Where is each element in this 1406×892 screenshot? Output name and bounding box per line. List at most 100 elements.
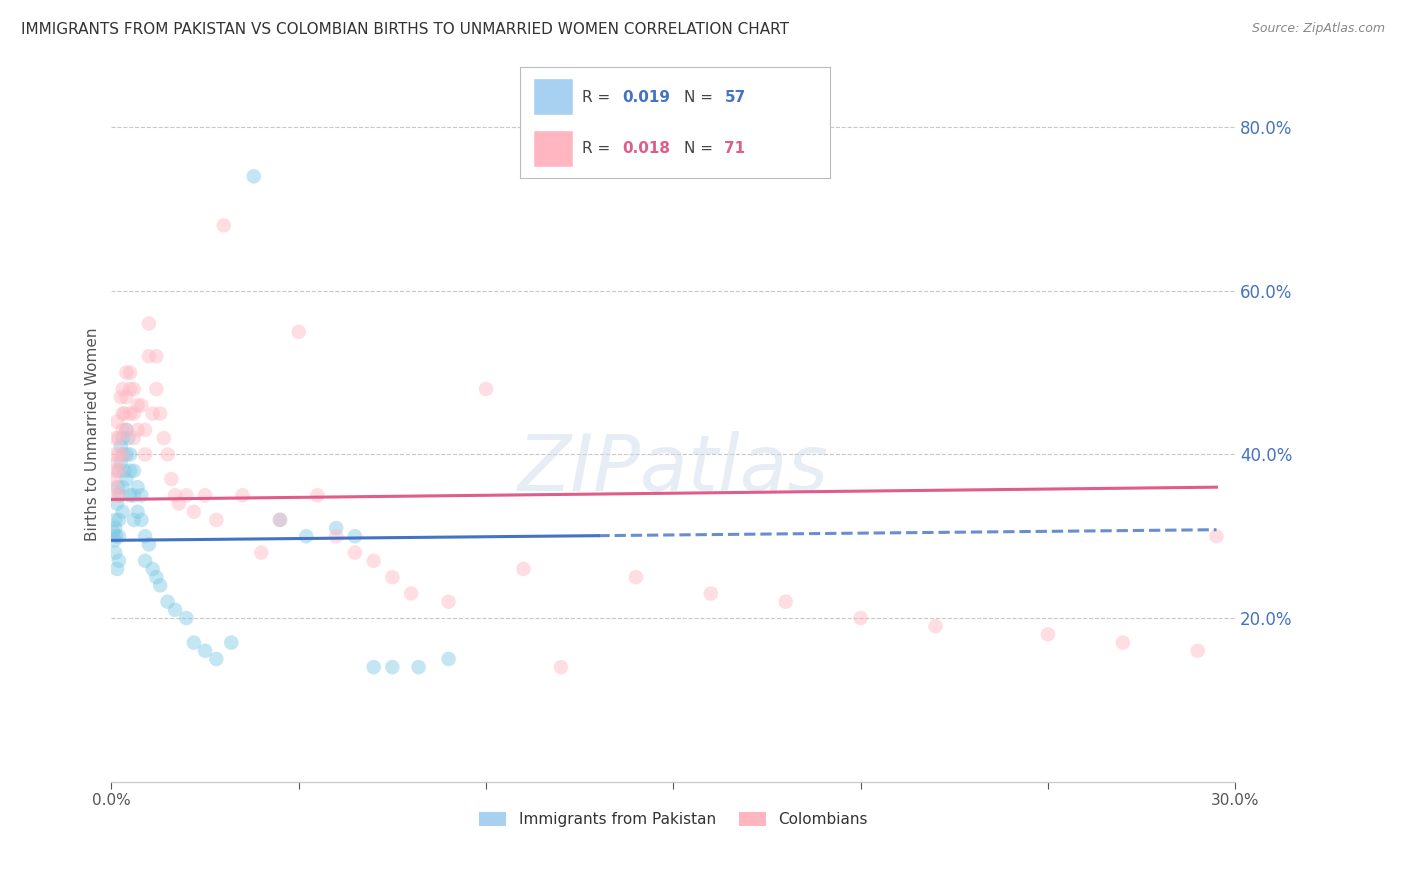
Point [103, 488, 125, 502]
Point [343, 546, 366, 560]
Point [399, 586, 422, 600]
Point [110, 456, 132, 470]
Point [104, 464, 127, 478]
Point [156, 595, 179, 609]
Bar [533, 130, 572, 168]
Text: 57: 57 [724, 89, 745, 104]
Point [138, 349, 160, 363]
Point [115, 423, 138, 437]
Point [1205, 529, 1227, 543]
Point [145, 382, 167, 396]
Point [120, 447, 142, 461]
Text: R =: R = [582, 141, 616, 156]
Text: IMMIGRANTS FROM PAKISTAN VS COLOMBIAN BIRTHS TO UNMARRIED WOMEN CORRELATION CHAR: IMMIGRANTS FROM PAKISTAN VS COLOMBIAN BI… [21, 22, 789, 37]
Point [176, 611, 198, 625]
Point [111, 480, 134, 494]
Point [120, 407, 142, 421]
Point [105, 415, 128, 429]
Point [183, 635, 205, 649]
Point [343, 529, 366, 543]
Point [127, 480, 149, 494]
Point [111, 407, 134, 421]
Point [295, 529, 318, 543]
Point [138, 317, 160, 331]
Point [111, 423, 134, 437]
Text: ZIPatlas: ZIPatlas [517, 431, 828, 507]
Point [325, 529, 347, 543]
Point [105, 562, 128, 576]
Point [325, 521, 347, 535]
Point [103, 472, 125, 486]
Point [153, 431, 176, 445]
Point [115, 390, 138, 404]
Text: N =: N = [685, 141, 718, 156]
Point [134, 447, 156, 461]
Point [122, 488, 145, 502]
Point [122, 431, 145, 445]
Point [165, 603, 187, 617]
Point [160, 472, 183, 486]
Point [145, 349, 167, 363]
Point [242, 169, 264, 184]
Point [120, 464, 142, 478]
Point [849, 611, 872, 625]
Point [111, 382, 134, 396]
Point [212, 219, 235, 233]
Point [115, 423, 138, 437]
Point [110, 390, 132, 404]
Text: 0.019: 0.019 [623, 89, 671, 104]
Point [120, 366, 142, 380]
Point [145, 570, 167, 584]
Point [120, 488, 142, 502]
Point [114, 464, 136, 478]
Point [134, 529, 156, 543]
Point [219, 635, 242, 649]
Point [194, 488, 217, 502]
Point [775, 595, 797, 609]
Point [176, 488, 198, 502]
Point [363, 660, 385, 674]
Point [408, 660, 430, 674]
Y-axis label: Births to Unmarried Women: Births to Unmarried Women [86, 327, 100, 541]
Point [131, 488, 153, 502]
Point [231, 488, 253, 502]
Point [127, 505, 149, 519]
Text: N =: N = [685, 89, 718, 104]
Point [104, 447, 127, 461]
Point [104, 546, 127, 560]
Point [114, 407, 136, 421]
Point [149, 578, 172, 592]
Point [131, 398, 153, 412]
Point [624, 570, 647, 584]
Point [1112, 635, 1135, 649]
Bar [533, 78, 572, 115]
Point [122, 382, 145, 396]
Point [111, 505, 134, 519]
Point [108, 488, 131, 502]
Point [437, 652, 460, 666]
Point [107, 480, 129, 494]
Point [700, 586, 723, 600]
Point [105, 497, 128, 511]
Point [103, 533, 125, 548]
Point [924, 619, 946, 633]
Point [103, 525, 125, 540]
Point [108, 513, 131, 527]
Point [108, 464, 131, 478]
Point [108, 431, 131, 445]
Point [1187, 644, 1209, 658]
Text: 0.018: 0.018 [623, 141, 671, 156]
Point [149, 407, 172, 421]
Point [108, 488, 131, 502]
Point [142, 407, 165, 421]
Point [381, 570, 404, 584]
Point [167, 497, 190, 511]
Point [287, 325, 309, 339]
Point [117, 431, 139, 445]
Point [269, 513, 291, 527]
Point [111, 447, 134, 461]
Point [104, 431, 127, 445]
Point [269, 513, 291, 527]
Point [108, 464, 131, 478]
Text: Source: ZipAtlas.com: Source: ZipAtlas.com [1251, 22, 1385, 36]
